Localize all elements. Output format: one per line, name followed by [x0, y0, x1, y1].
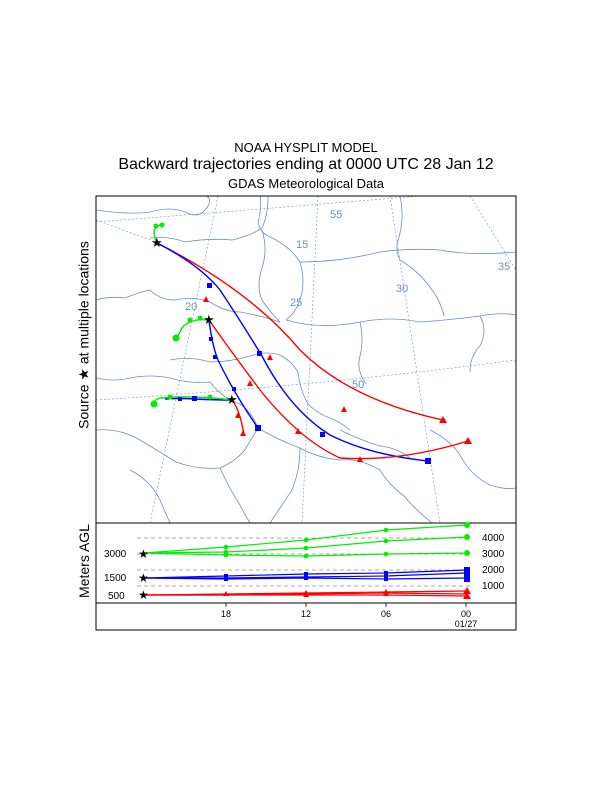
traj-north-green [153, 224, 161, 244]
start-level-3000: 3000 [104, 549, 127, 560]
time-tick-06: 06 [381, 609, 391, 619]
source-stars: ★ ★ ★ [151, 235, 238, 407]
traj-mid-red [208, 319, 469, 460]
green-height-markers [223, 522, 470, 559]
traj-north-blue [156, 242, 429, 462]
source-star-middle: ★ [203, 312, 215, 327]
right-level-2000: 2000 [482, 565, 505, 576]
meridian-25 [301, 196, 319, 523]
lon-label-30: 30 [396, 283, 408, 295]
right-level-3000: 3000 [482, 549, 505, 560]
traj-north-red [156, 242, 444, 421]
traj-mid-blue [208, 319, 259, 429]
meridian-15 [96, 219, 151, 241]
lat-label-50: 50 [352, 379, 364, 391]
agl-panel: 18 12 06 00 01/27 3000 1500 500 4000 300… [95, 522, 517, 631]
source-star-south: ★ [226, 392, 238, 407]
time-tick-marks [225, 603, 467, 607]
time-tick-00: 00 [461, 609, 471, 619]
start-level-1500: 1500 [104, 573, 127, 584]
data-source: GDAS Meteorological Data [227, 176, 385, 191]
meridian-30 [389, 196, 441, 523]
svg-text:★: ★ [138, 588, 149, 602]
lon-label-25: 25 [290, 297, 302, 309]
svg-text:★: ★ [138, 547, 149, 561]
graticule [96, 196, 516, 523]
red-markers [203, 296, 472, 462]
right-level-1000: 1000 [482, 581, 505, 592]
svg-text:★: ★ [138, 571, 149, 585]
green-markers [150, 222, 213, 408]
agl-source-stars: ★ ★ ★ [138, 547, 149, 602]
trajectories-north-source [153, 224, 444, 462]
blue-markers [178, 283, 431, 464]
model-title: NOAA HYSPLIT MODEL [234, 140, 378, 155]
red-height-markers [223, 587, 471, 599]
lat-label-55: 55 [330, 209, 342, 221]
lon-label-20: 20 [185, 301, 197, 313]
time-tick-12: 12 [301, 609, 311, 619]
lon-label-35: 35 [498, 261, 510, 273]
coastlines-borders [96, 196, 516, 523]
time-tick-18: 18 [221, 609, 231, 619]
date-label: 01/27 [455, 619, 478, 629]
source-star-north: ★ [151, 235, 163, 250]
blue-height-markers [224, 567, 470, 582]
start-level-500: 500 [108, 591, 125, 602]
parallel-50 [96, 359, 516, 401]
meridian-35 [469, 196, 516, 271]
lon-label-15: 15 [296, 239, 308, 251]
right-level-4000: 4000 [482, 533, 505, 544]
map-panel: 55 50 15 20 25 30 35 [96, 196, 516, 523]
plot-title: Backward trajectories ending at 0000 UTC… [118, 156, 494, 173]
parallel-55 [96, 196, 424, 223]
trajectories-middle-source [175, 318, 469, 460]
